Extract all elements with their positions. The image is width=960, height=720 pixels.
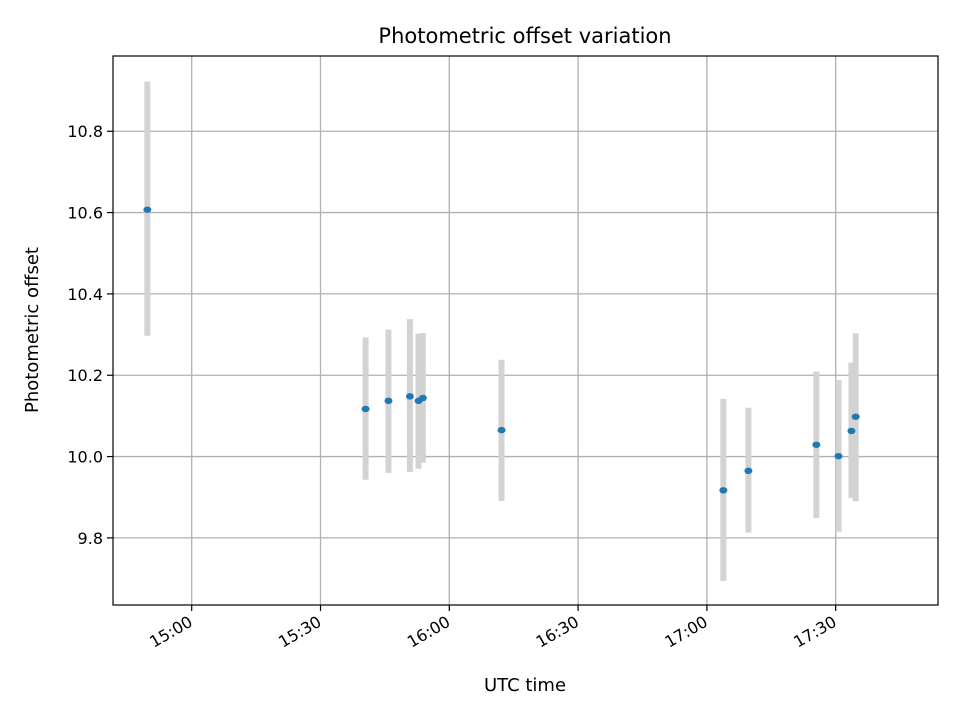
data-point: [847, 427, 856, 435]
x-axis-title: UTC time: [484, 675, 566, 696]
y-axis-ticks: 9.8 10.0 10.2 10.4 10.6 10.8: [67, 122, 113, 548]
data-points: [143, 206, 860, 494]
data-point: [834, 452, 843, 460]
grid: [113, 56, 938, 605]
y-axis-title: Photometric offset: [22, 247, 43, 413]
plot-frame: [112, 55, 939, 606]
data-point: [384, 397, 393, 405]
data-point: [812, 441, 821, 448]
y-tick-label: 10.4: [67, 285, 103, 304]
data-point: [744, 467, 753, 474]
y-tick-label: 10.0: [67, 448, 103, 467]
chart-title: Photometric offset variation: [378, 24, 671, 48]
data-point: [851, 413, 860, 420]
data-point: [418, 394, 427, 402]
data-point: [143, 206, 152, 213]
data-point: [361, 405, 370, 413]
y-tick-label: 9.8: [78, 529, 103, 548]
data-point: [405, 393, 414, 400]
data-point: [719, 487, 728, 494]
y-tick-label: 10.2: [67, 366, 103, 385]
data-point: [497, 426, 506, 434]
y-tick-label: 10.8: [67, 122, 103, 141]
y-tick-label: 10.6: [67, 204, 103, 223]
